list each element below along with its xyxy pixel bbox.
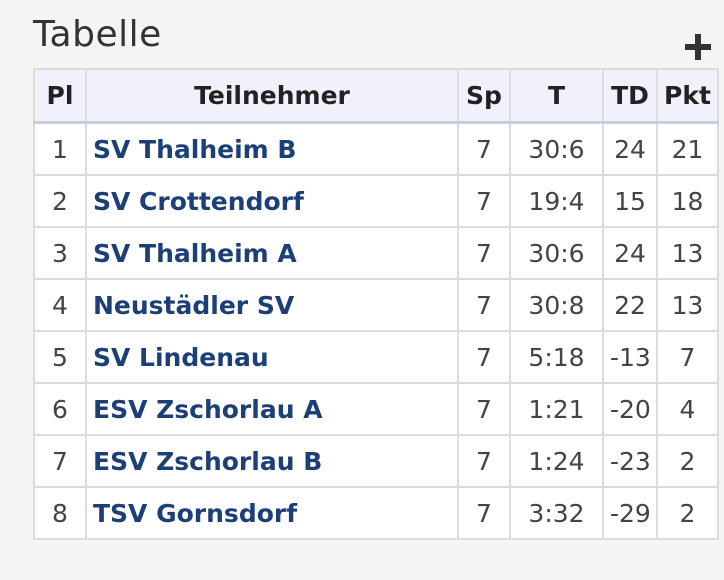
cell-games: 7 xyxy=(457,278,511,332)
cell-team: ESV Zschorlau A xyxy=(85,382,459,436)
column-header-place[interactable]: Pl xyxy=(33,68,87,124)
table-row: 5 SV Lindenau 7 5:18 -13 7 xyxy=(33,330,719,384)
cell-place: 2 xyxy=(33,174,87,228)
cell-points: 13 xyxy=(656,226,719,280)
cell-team: SV Thalheim A xyxy=(85,226,459,280)
cell-place: 1 xyxy=(33,121,87,176)
cell-place: 5 xyxy=(33,330,87,384)
table-row: 7 ESV Zschorlau B 7 1:24 -23 2 xyxy=(33,434,719,488)
cell-games: 7 xyxy=(457,486,511,540)
cell-difference: -29 xyxy=(602,486,658,540)
table-row: 1 SV Thalheim B 7 30:6 24 21 xyxy=(33,121,719,176)
cell-games: 7 xyxy=(457,226,511,280)
cell-score: 5:18 xyxy=(509,330,604,384)
cell-team: SV Thalheim B xyxy=(85,121,459,176)
cell-games: 7 xyxy=(457,434,511,488)
cell-points: 7 xyxy=(656,330,719,384)
team-link[interactable]: ESV Zschorlau B xyxy=(93,446,323,476)
cell-score: 30:6 xyxy=(509,226,604,280)
cell-place: 8 xyxy=(33,486,87,540)
table-header-row: Pl Teilnehmer Sp T TD Pkt xyxy=(33,68,719,124)
column-header-games[interactable]: Sp xyxy=(457,68,511,124)
cell-team: SV Crottendorf xyxy=(85,174,459,228)
cell-games: 7 xyxy=(457,121,511,176)
cell-score: 19:4 xyxy=(509,174,604,228)
cell-score: 3:32 xyxy=(509,486,604,540)
page-title: Tabelle xyxy=(33,14,162,55)
column-header-difference[interactable]: TD xyxy=(602,68,658,124)
cell-place: 6 xyxy=(33,382,87,436)
cell-team: Neustädler SV xyxy=(85,278,459,332)
cell-place: 3 xyxy=(33,226,87,280)
cell-team: ESV Zschorlau B xyxy=(85,434,459,488)
cell-difference: -13 xyxy=(602,330,658,384)
team-link[interactable]: TSV Gornsdorf xyxy=(93,498,298,528)
cell-points: 13 xyxy=(656,278,719,332)
column-header-team[interactable]: Teilnehmer xyxy=(85,68,459,124)
cell-difference: 24 xyxy=(602,121,658,176)
cell-difference: -23 xyxy=(602,434,658,488)
table-row: 4 Neustädler SV 7 30:8 22 13 xyxy=(33,278,719,332)
table-row: 8 TSV Gornsdorf 7 3:32 -29 2 xyxy=(33,486,719,540)
cell-difference: 15 xyxy=(602,174,658,228)
cell-points: 4 xyxy=(656,382,719,436)
cell-games: 7 xyxy=(457,174,511,228)
column-header-points[interactable]: Pkt xyxy=(656,68,719,124)
cell-points: 18 xyxy=(656,174,719,228)
cell-games: 7 xyxy=(457,382,511,436)
plus-icon[interactable] xyxy=(683,32,713,62)
cell-difference: 24 xyxy=(602,226,658,280)
cell-place: 4 xyxy=(33,278,87,332)
plus-icon-vertical xyxy=(695,34,701,60)
table-row: 2 SV Crottendorf 7 19:4 15 18 xyxy=(33,174,719,228)
cell-score: 30:8 xyxy=(509,278,604,332)
standings-table: Pl Teilnehmer Sp T TD Pkt 1 SV Thalheim … xyxy=(33,68,719,540)
table-row: 6 ESV Zschorlau A 7 1:21 -20 4 xyxy=(33,382,719,436)
team-link[interactable]: Neustädler SV xyxy=(93,290,295,320)
cell-team: SV Lindenau xyxy=(85,330,459,384)
cell-score: 30:6 xyxy=(509,121,604,176)
cell-games: 7 xyxy=(457,330,511,384)
team-link[interactable]: ESV Zschorlau A xyxy=(93,394,323,424)
cell-points: 21 xyxy=(656,121,719,176)
cell-place: 7 xyxy=(33,434,87,488)
cell-difference: -20 xyxy=(602,382,658,436)
cell-score: 1:24 xyxy=(509,434,604,488)
team-link[interactable]: SV Lindenau xyxy=(93,342,269,372)
cell-points: 2 xyxy=(656,434,719,488)
cell-team: TSV Gornsdorf xyxy=(85,486,459,540)
cell-score: 1:21 xyxy=(509,382,604,436)
table-row: 3 SV Thalheim A 7 30:6 24 13 xyxy=(33,226,719,280)
column-header-score[interactable]: T xyxy=(509,68,604,124)
team-link[interactable]: SV Thalheim B xyxy=(93,134,297,164)
cell-difference: 22 xyxy=(602,278,658,332)
cell-points: 2 xyxy=(656,486,719,540)
team-link[interactable]: SV Crottendorf xyxy=(93,186,304,216)
team-link[interactable]: SV Thalheim A xyxy=(93,238,297,268)
